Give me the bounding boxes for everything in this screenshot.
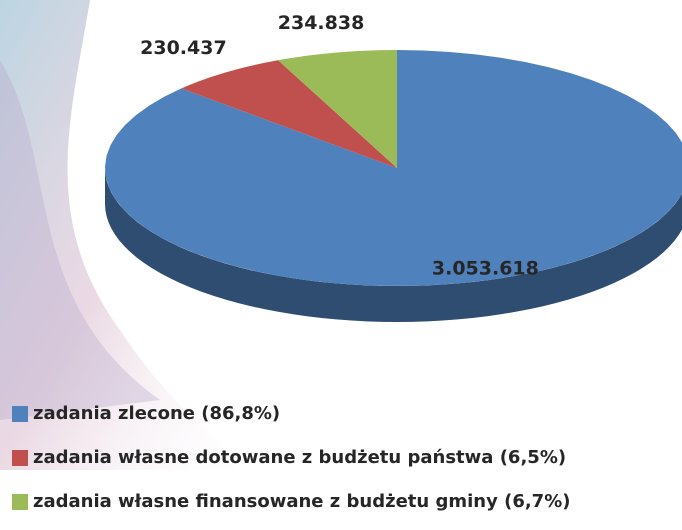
slice-side	[105, 168, 682, 322]
slice	[278, 50, 397, 168]
legend-label: zadania własne finansowane z budżetu gmi…	[33, 491, 570, 512]
legend-swatch	[12, 494, 28, 510]
value-label: 3.053.618	[432, 257, 539, 279]
background-swoosh	[0, 0, 260, 470]
slice	[181, 60, 397, 168]
legend-swatch	[12, 450, 28, 466]
background-swoosh	[0, 60, 160, 420]
value-label: 230.437	[140, 37, 227, 59]
slice	[105, 50, 682, 286]
legend-label: zadania zlecone (86,8%)	[33, 403, 280, 424]
legend-swatch	[12, 406, 28, 422]
legend-label: zadania własne dotowane z budżetu państw…	[33, 447, 566, 468]
value-label: 234.838	[278, 12, 365, 34]
